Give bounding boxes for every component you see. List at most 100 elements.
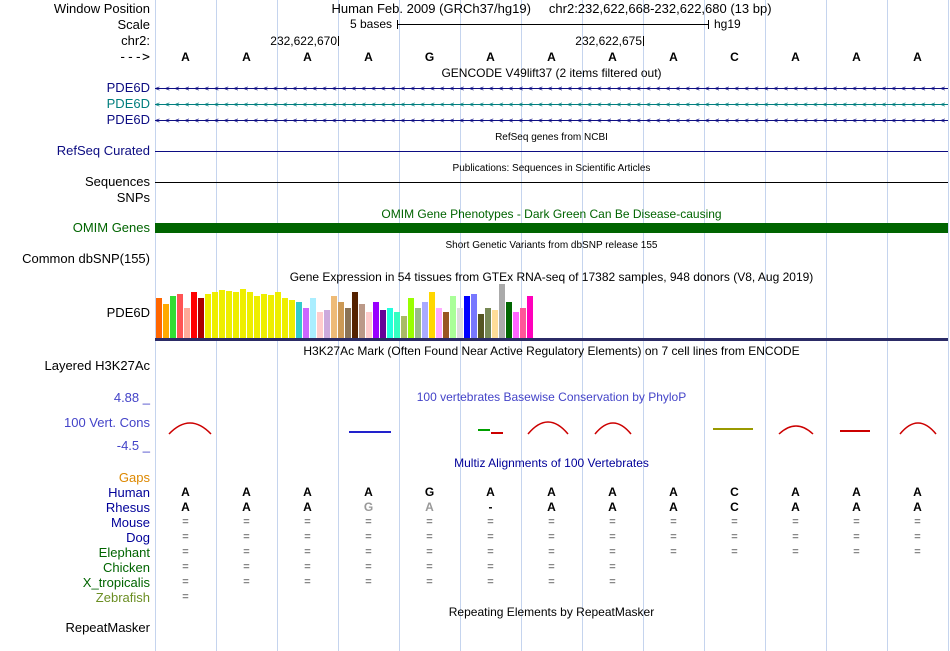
gtex-tissue-bar[interactable]	[282, 298, 288, 338]
species-label-human[interactable]: Human	[108, 485, 150, 500]
h3k27ac-track-title[interactable]: H3K27Ac Mark (Often Found Near Active Re…	[303, 344, 800, 358]
omim-gene-bar[interactable]	[155, 223, 948, 233]
gtex-tissue-bar[interactable]	[499, 284, 505, 338]
gtex-tissue-bar[interactable]	[233, 292, 239, 338]
gtex-tissue-bar[interactable]	[429, 292, 435, 338]
multiz-track-title[interactable]: Multiz Alignments of 100 Vertebrates	[454, 456, 649, 470]
gtex-tissue-bar[interactable]	[352, 292, 358, 338]
gtex-tissue-bar[interactable]	[261, 294, 267, 338]
publications-track-caption[interactable]: Publications: Sequences in Scientific Ar…	[452, 163, 651, 174]
gtex-tissue-bar[interactable]	[191, 292, 197, 338]
gtex-tissue-bar[interactable]	[338, 302, 344, 338]
gtex-tissue-bar[interactable]	[310, 298, 316, 338]
gtex-tissue-bar[interactable]	[513, 312, 519, 338]
gaps-label[interactable]: Gaps	[118, 470, 150, 485]
gtex-expression-bar-chart[interactable]	[156, 284, 949, 338]
gtex-tissue-bar[interactable]	[527, 296, 533, 338]
vert-cons-label[interactable]: 100 Vert. Cons	[64, 415, 150, 430]
gtex-tissue-bar[interactable]	[415, 308, 421, 338]
common-dbsnp-label[interactable]: Common dbSNP(155)	[22, 251, 150, 266]
gtex-tissue-bar[interactable]	[359, 304, 365, 338]
gene-transcript-label[interactable]: PDE6D	[106, 80, 150, 95]
alignment-row-mouse[interactable]: = = = = = = = = = = = = =	[155, 516, 948, 529]
gtex-tissue-bar[interactable]	[296, 302, 302, 338]
gtex-tissue-bar[interactable]	[268, 295, 274, 338]
species-label-x_tropicalis[interactable]: X_tropicalis	[82, 575, 150, 590]
gtex-track-title[interactable]: Gene Expression in 54 tissues from GTEx …	[289, 270, 814, 284]
gencode-transcript[interactable]: <<<<<<<<<<<<<<<<<<<<<<<<<<<<<<<<<<<<<<<<…	[155, 116, 948, 125]
gene-transcript-label[interactable]: PDE6D	[106, 96, 150, 111]
gtex-tissue-bar[interactable]	[289, 300, 295, 338]
species-label-chicken[interactable]: Chicken	[103, 560, 150, 575]
gtex-tissue-bar[interactable]	[492, 310, 498, 338]
species-label-zebrafish[interactable]: Zebrafish	[95, 590, 150, 605]
gtex-tissue-bar[interactable]	[184, 308, 190, 338]
refseq-gene-line[interactable]	[155, 151, 948, 152]
gtex-tissue-bar[interactable]	[457, 308, 463, 338]
gencode-transcript[interactable]: <<<<<<<<<<<<<<<<<<<<<<<<<<<<<<<<<<<<<<<<…	[155, 100, 948, 109]
gtex-tissue-bar[interactable]	[247, 292, 253, 338]
gtex-tissue-bar[interactable]	[254, 296, 260, 338]
gtex-tissue-bar[interactable]	[226, 291, 232, 338]
gtex-tissue-bar[interactable]	[240, 289, 246, 338]
gtex-tissue-bar[interactable]	[170, 296, 176, 338]
dbsnp-track-caption[interactable]: Short Genetic Variants from dbSNP releas…	[445, 240, 658, 251]
gtex-tissue-bar[interactable]	[366, 312, 372, 338]
refseq-track-caption[interactable]: RefSeq genes from NCBI	[495, 132, 608, 143]
gtex-tissue-bar[interactable]	[436, 308, 442, 338]
gencode-track-title[interactable]: GENCODE V49lift37 (2 items filtered out)	[441, 66, 662, 80]
omim-genes-label[interactable]: OMIM Genes	[72, 220, 150, 235]
gtex-tissue-bar[interactable]	[450, 296, 456, 338]
omim-track-title[interactable]: OMIM Gene Phenotypes - Dark Green Can Be…	[381, 207, 722, 221]
species-label-dog[interactable]: Dog	[126, 530, 150, 545]
gtex-tissue-bar[interactable]	[422, 302, 428, 338]
gtex-tissue-bar[interactable]	[177, 294, 183, 338]
gtex-tissue-bar[interactable]	[394, 312, 400, 338]
alignment-row-elephant[interactable]: = = = = = = = = = = = = =	[155, 546, 948, 559]
gtex-tissue-bar[interactable]	[212, 292, 218, 338]
gtex-tissue-bar[interactable]	[324, 310, 330, 338]
gtex-tissue-bar[interactable]	[443, 312, 449, 338]
conservation-signal[interactable]	[155, 403, 948, 445]
alignment-row-chicken[interactable]: = = = = = = = =	[155, 561, 948, 574]
gtex-tissue-bar[interactable]	[478, 314, 484, 338]
gtex-tissue-bar[interactable]	[401, 316, 407, 338]
gtex-tissue-bar[interactable]	[373, 302, 379, 338]
alignment-row-x_tropicalis[interactable]: = = = = = = = =	[155, 576, 948, 589]
publications-sequence-line[interactable]	[155, 182, 948, 183]
gtex-tissue-bar[interactable]	[464, 296, 470, 338]
alignment-row-zebrafish[interactable]: =	[155, 591, 948, 604]
gtex-tissue-bar[interactable]	[471, 294, 477, 338]
species-label-elephant[interactable]: Elephant	[98, 545, 150, 560]
layered-h3k27ac-label[interactable]: Layered H3K27Ac	[44, 358, 150, 373]
species-label-mouse[interactable]: Mouse	[110, 515, 150, 530]
gtex-tissue-bar[interactable]	[485, 308, 491, 338]
gtex-tissue-bar[interactable]	[345, 308, 351, 338]
repeatmasker-track-title[interactable]: Repeating Elements by RepeatMasker	[448, 605, 655, 619]
gtex-gene-label[interactable]: PDE6D	[106, 305, 150, 320]
gtex-tissue-bar[interactable]	[275, 292, 281, 338]
gtex-tissue-bar[interactable]	[408, 298, 414, 338]
gencode-transcript[interactable]: <<<<<<<<<<<<<<<<<<<<<<<<<<<<<<<<<<<<<<<<…	[155, 84, 948, 93]
gtex-tissue-bar[interactable]	[387, 308, 393, 338]
gene-transcript-label[interactable]: PDE6D	[106, 112, 150, 127]
gtex-tissue-bar[interactable]	[506, 302, 512, 338]
gtex-tissue-bar[interactable]	[198, 298, 204, 338]
refseq-curated-label[interactable]: RefSeq Curated	[56, 143, 150, 158]
gtex-tissue-bar[interactable]	[317, 312, 323, 338]
species-label-rhesus[interactable]: Rhesus	[105, 500, 150, 515]
phylop-track-title[interactable]: 100 vertebrates Basewise Conservation by…	[416, 390, 687, 404]
repeatmasker-label[interactable]: RepeatMasker	[65, 620, 150, 635]
alignment-row-dog[interactable]: = = = = = = = = = = = = =	[155, 531, 948, 544]
sequences-label[interactable]: Sequences	[84, 174, 150, 189]
gtex-tissue-bar[interactable]	[520, 308, 526, 338]
snps-label[interactable]: SNPs	[116, 190, 150, 205]
gtex-tissue-bar[interactable]	[380, 310, 386, 338]
gtex-tissue-bar[interactable]	[156, 298, 162, 338]
gtex-tissue-bar[interactable]	[219, 290, 225, 338]
gtex-tissue-bar[interactable]	[331, 296, 337, 338]
gtex-tissue-bar[interactable]	[163, 304, 169, 338]
gtex-tissue-bar[interactable]	[205, 294, 211, 338]
